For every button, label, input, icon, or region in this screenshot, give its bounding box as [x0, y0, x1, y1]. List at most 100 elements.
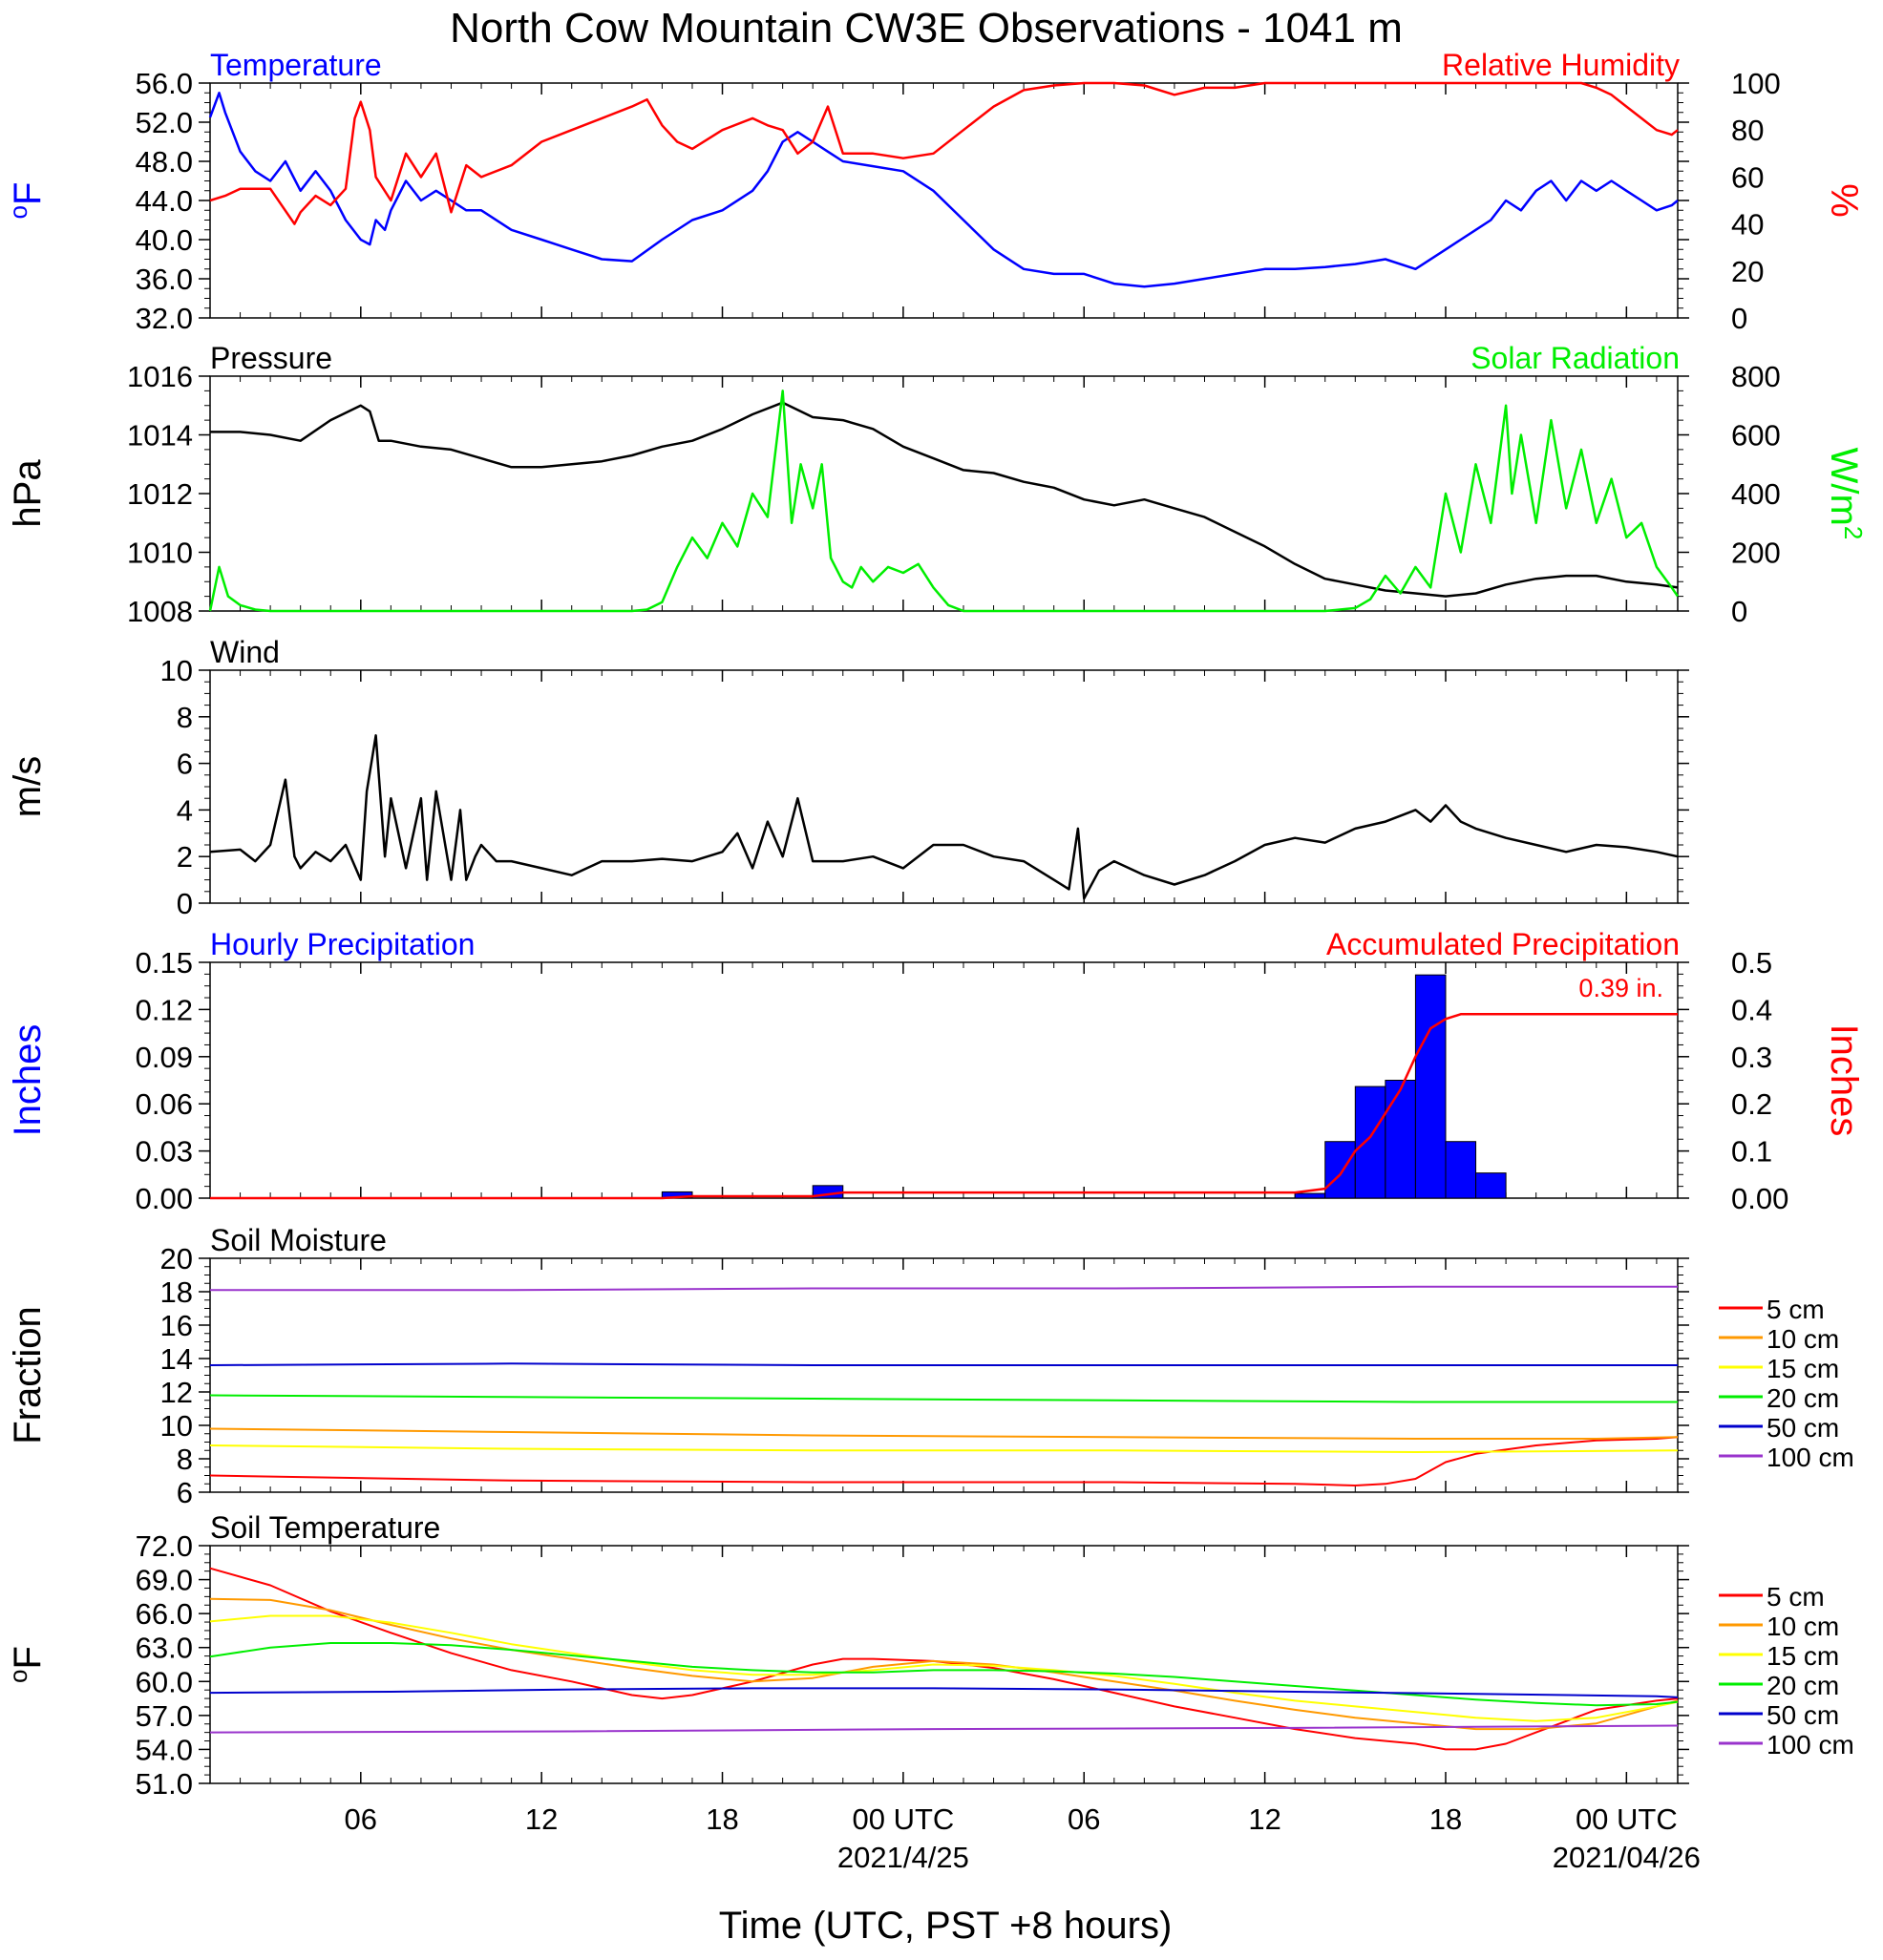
- x-date-label: 2021/4/25: [837, 1841, 969, 1874]
- y-right-tick-label: 0.5: [1731, 946, 1772, 980]
- series-line-50-cm: [209, 1362, 1678, 1366]
- y-right-tick-label: 60: [1731, 160, 1764, 194]
- y-right-axis-label: W/m2: [1823, 448, 1868, 540]
- y-left-tick-label: 56.0: [136, 67, 193, 100]
- panel-left-title: Temperature: [210, 48, 382, 82]
- y-right-tick-label: 80: [1731, 114, 1764, 147]
- y-left-tick-label: 10: [160, 654, 193, 687]
- precip-bar: [1354, 1085, 1386, 1199]
- y-left-tick-label: 8: [177, 1443, 193, 1476]
- series-line-10-cm: [209, 1427, 1679, 1440]
- legend-label: 20 cm: [1767, 1671, 1839, 1700]
- legend-label: 5 cm: [1767, 1295, 1825, 1324]
- x-tick-label: 00 UTC: [1576, 1802, 1678, 1836]
- panel-left-title: Hourly Precipitation: [210, 927, 475, 961]
- y-left-tick-label: 52.0: [136, 106, 193, 139]
- legend-label: 10 cm: [1767, 1612, 1839, 1641]
- y-left-tick-label: 36.0: [136, 263, 193, 296]
- y-left-tick-label: 0.00: [136, 1182, 193, 1215]
- panel-left-title: Soil Moisture: [210, 1223, 387, 1257]
- panel-temp_rh: 32.0 36.0 40.0 44.0 48.0 52.0 56.0 0 20 40 60 80 100…: [4, 48, 1865, 335]
- y-left-tick-label: 1008: [127, 595, 193, 628]
- precip-bar: [1414, 974, 1447, 1199]
- y-left-tick-label: 0.06: [136, 1087, 193, 1121]
- series-line-100-cm: [209, 1724, 1679, 1734]
- y-left-tick-label: 63.0: [136, 1632, 193, 1665]
- panel-right-title: Relative Humidity: [1442, 48, 1680, 82]
- y-left-axis-label: Inches: [7, 1024, 49, 1137]
- y-right-tick-label: 0.00: [1731, 1182, 1788, 1215]
- degree-sign: o: [4, 1669, 32, 1682]
- panel-right-title: Solar Radiation: [1470, 341, 1680, 375]
- series-line-15-cm: [209, 1614, 1679, 1722]
- x-tick-label: 06: [345, 1802, 377, 1836]
- precip-bar: [1324, 1141, 1356, 1199]
- y-left-tick-label: 12: [160, 1376, 193, 1409]
- y-right-tick-label: 20: [1731, 255, 1764, 288]
- unit-letter: F: [7, 1646, 49, 1669]
- y-left-tick-label: 32.0: [136, 302, 193, 335]
- x-tick-label: 06: [1068, 1802, 1100, 1836]
- y-right-axis-label: Inches: [1823, 1024, 1865, 1137]
- panel-wind: 0 2 4 6 8 10 Wind m/s: [7, 635, 1689, 920]
- y-right-tick-label: 0.4: [1731, 993, 1772, 1026]
- y-right-tick-label: 600: [1731, 419, 1781, 453]
- series-line-20-cm: [209, 1642, 1679, 1707]
- y-left-axis-label: Fraction: [7, 1306, 49, 1444]
- y-left-tick-label: 4: [177, 793, 193, 827]
- series-line-10-cm: [209, 1597, 1679, 1731]
- y-left-tick-label: 1012: [127, 477, 193, 511]
- series-line-pressure: [210, 401, 1679, 598]
- y-left-tick-label: 0.03: [136, 1135, 193, 1169]
- y-right-tick-label: 800: [1731, 360, 1781, 393]
- series-line-20-cm: [209, 1394, 1678, 1403]
- panels: 32.036.040.044.048.052.056.0020406080100…: [4, 48, 1868, 1874]
- degree-sign: o: [4, 205, 32, 219]
- y-left-tick-label: 60.0: [136, 1665, 193, 1698]
- y-left-tick-label: 44.0: [136, 184, 193, 218]
- y-right-tick-label: 0: [1731, 595, 1747, 628]
- y-right-tick-label: 100: [1731, 67, 1781, 100]
- series-line-100-cm: [210, 1285, 1678, 1292]
- legend-label: 50 cm: [1767, 1700, 1839, 1730]
- y-right-axis-label: %: [1823, 183, 1865, 218]
- y-left-tick-label: 48.0: [136, 145, 193, 179]
- series-line-5-cm: [209, 1567, 1679, 1751]
- series-line-15-cm: [209, 1444, 1679, 1453]
- unit-letter: F: [7, 182, 49, 205]
- y-left-tick-label: 69.0: [136, 1564, 193, 1597]
- series-line-wind: [209, 734, 1679, 900]
- panel-right-title: Accumulated Precipitation: [1326, 927, 1680, 961]
- y-right-tick-label: 0.2: [1731, 1087, 1772, 1121]
- y-right-tick-label: 40: [1731, 208, 1764, 242]
- y-left-tick-label: 16: [160, 1309, 193, 1342]
- precip-bar: [1445, 1141, 1477, 1199]
- y-right-tick-label: 0.3: [1731, 1041, 1772, 1074]
- y-left-axis-label: oF: [4, 1646, 49, 1683]
- y-right-tick-label: 0: [1731, 302, 1747, 335]
- y-left-tick-label: 2: [177, 840, 193, 874]
- y-left-tick-label: 51.0: [136, 1767, 193, 1801]
- x-tick-label: 12: [525, 1802, 558, 1836]
- y-right-tick-label: 200: [1731, 537, 1781, 570]
- legend-label: 100 cm: [1767, 1730, 1854, 1760]
- y-left-tick-label: 66.0: [136, 1597, 193, 1631]
- y-left-tick-label: 8: [177, 701, 193, 734]
- panel-left-title: Wind: [210, 635, 280, 669]
- x-axis-label: Time (UTC, PST +8 hours): [719, 1905, 1173, 1947]
- series-line-solar-radiation: [208, 390, 1680, 613]
- y-left-tick-label: 0.12: [136, 993, 193, 1026]
- y-left-tick-label: 72.0: [136, 1529, 193, 1563]
- series-line-relative-humidity: [209, 81, 1679, 225]
- y-left-tick-label: 6: [177, 1476, 193, 1509]
- panel-soil_temp: 51.054.057.060.063.066.069.072.0 Soil Tem…: [4, 1510, 1854, 1874]
- y-left-tick-label: 1014: [127, 419, 193, 453]
- y-left-tick-label: 6: [177, 748, 193, 781]
- y-left-tick-label: 54.0: [136, 1733, 193, 1766]
- legend-label: 20 cm: [1767, 1383, 1839, 1413]
- y-left-tick-label: 20: [160, 1242, 193, 1275]
- series-line-temperature: [208, 92, 1679, 288]
